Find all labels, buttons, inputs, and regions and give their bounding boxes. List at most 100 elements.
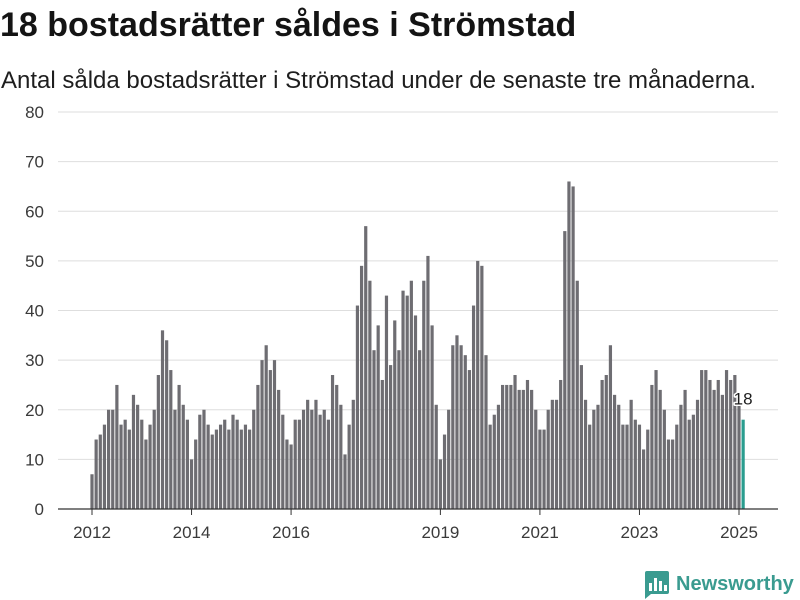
bar-2015-09 [272,360,277,510]
bar-2016-06 [310,409,314,509]
bar-2015-04 [252,409,256,509]
bar-2012-08 [119,424,123,509]
bar-2023-09 [671,439,675,509]
y-tick-label: 50 [25,252,44,271]
bar-2014-09 [223,419,227,509]
bar-2013-09 [173,409,177,509]
bar-2018-09 [422,280,426,509]
bar-2024-09 [720,394,724,509]
bar-2020-02 [492,414,496,509]
bar-2024-08 [716,379,720,509]
bar-2024-10 [724,370,729,509]
bar-2013-08 [169,370,173,509]
bar-2020-12 [534,409,538,509]
bar-2013-12 [185,419,189,509]
bar-2018-08 [418,350,422,509]
bar-2016-09 [322,409,326,509]
bar-2020-01 [488,424,492,509]
bar-2021-08 [567,181,571,510]
bar-2024-03 [695,399,700,509]
bar-2016-05 [306,399,310,509]
bar-2014-03 [198,414,202,509]
bar-2024-12 [733,375,737,509]
x-tick-label: 2016 [272,523,310,542]
bar-2018-02 [393,320,397,509]
bar-2022-07 [612,394,617,509]
x-tick-label: 2021 [521,523,559,542]
bar-2012-01 [90,474,94,509]
bar-2021-11 [579,365,583,509]
x-tick-label: 2025 [720,523,758,542]
bar-2014-04 [202,409,206,509]
bar-2015-03 [248,429,252,509]
bar-2014-06 [210,434,214,509]
bar-2024-05 [704,370,708,509]
bar-2017-10 [376,325,380,509]
bar-2016-07 [314,399,318,509]
x-tick-label: 2023 [621,523,659,542]
logo-bar [659,581,662,591]
bar-2021-01 [538,429,542,509]
bar-2013-05 [156,375,160,509]
bar-2012-06 [111,409,115,509]
bar-2022-08 [617,404,621,509]
bar-2020-07 [513,375,517,509]
bar-2022-11 [629,399,633,509]
bar-2020-10 [525,379,530,509]
bar-2019-11 [480,265,484,509]
bar-2012-09 [123,419,127,509]
logo-bar [664,585,667,591]
bar-2018-11 [430,325,434,509]
bar-2022-09 [621,424,625,509]
bar-2015-05 [256,384,260,509]
bar-2016-10 [326,419,330,509]
bar-2017-05 [355,305,360,509]
bar-2021-05 [554,399,559,509]
bar-2021-07 [563,231,567,509]
bar-2019-12 [484,355,488,509]
bar-2022-10 [625,424,629,509]
bar-2020-06 [509,384,513,509]
brand-name: Newsworthy [676,573,795,595]
bar-2014-02 [194,439,198,509]
newsworthy-logo: Newsworthy [645,571,795,599]
bar-2017-07 [364,226,368,509]
x-axis: 2012 2014 2016 2019 2021 2023 2025 [58,508,778,542]
bar-2013-04 [152,409,156,509]
bar-2013-07 [165,340,169,509]
bar-2014-11 [231,414,235,509]
bar-2022-02 [592,409,596,509]
bar-2015-10 [277,389,281,509]
bar-2022-03 [596,404,600,509]
bar-2017-12 [384,295,389,509]
bar-2016-04 [301,409,306,509]
bar-2019-03 [447,409,451,509]
bars [90,181,745,510]
bar-2015-06 [260,360,264,510]
bar-2016-11 [330,375,335,509]
bar-2016-08 [318,414,322,509]
bar-2012-02 [94,439,98,509]
bar-2015-01 [239,429,243,509]
bar-2023-12 [683,389,687,509]
bar-2017-03 [347,424,351,509]
bar-2019-08 [467,370,472,509]
bar-2012-04 [102,424,107,509]
bar-2018-05 [405,295,409,509]
bar-2014-08 [218,424,223,509]
bar-2021-03 [546,409,550,509]
bar-2019-07 [463,355,467,509]
bar-2013-03 [148,424,152,509]
bar-2014-05 [206,424,210,509]
bar-2019-01 [438,459,442,510]
bar-2020-09 [521,389,525,509]
x-tick-label: 2012 [73,523,111,542]
bar-2023-08 [666,439,671,509]
bar-2023-04 [650,384,654,509]
logo-bar [654,578,657,591]
bar-2016-03 [297,419,301,509]
bar-2012-12 [136,404,140,509]
bar-2019-04 [451,345,455,509]
bar-2023-07 [662,409,666,509]
bar-2014-12 [235,419,239,509]
